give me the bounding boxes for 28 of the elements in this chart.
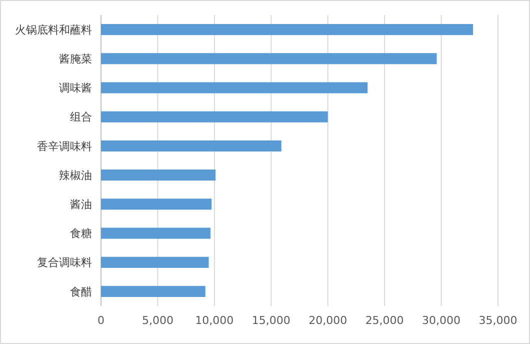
bar (101, 82, 368, 94)
x-tick-label: 0 (98, 314, 104, 327)
y-tick-label: 复合调味料 (37, 256, 92, 270)
y-tick-label: 调味酱 (59, 82, 92, 95)
bar (101, 111, 328, 122)
y-tick-label: 火锅底料和蘸料 (15, 23, 92, 36)
y-tick-label: 酱腌菜 (59, 52, 92, 66)
bar (101, 286, 206, 297)
y-tick-label: 食糖 (70, 227, 92, 240)
x-tick-label: 5,000 (142, 314, 174, 327)
x-tick-label: 10,000 (195, 314, 234, 327)
bar (101, 170, 216, 181)
x-tick-label: 30,000 (422, 314, 461, 327)
y-tick-label: 组合 (70, 110, 92, 124)
bar (101, 228, 210, 239)
bar (101, 140, 282, 152)
x-tick-label: 25,000 (365, 314, 404, 327)
bar (101, 198, 212, 210)
y-tick-label: 香辛调味料 (37, 140, 92, 153)
bar (101, 24, 474, 36)
bar (101, 256, 209, 268)
y-tick-label: 食醋 (70, 285, 92, 298)
bar (101, 53, 437, 64)
x-tick-label: 35,000 (478, 314, 518, 327)
y-tick-label: 辣椒油 (59, 168, 92, 182)
x-tick-label: 20,000 (308, 314, 348, 327)
x-tick-label: 15,000 (252, 314, 290, 327)
y-tick-label: 酱油 (70, 198, 92, 211)
